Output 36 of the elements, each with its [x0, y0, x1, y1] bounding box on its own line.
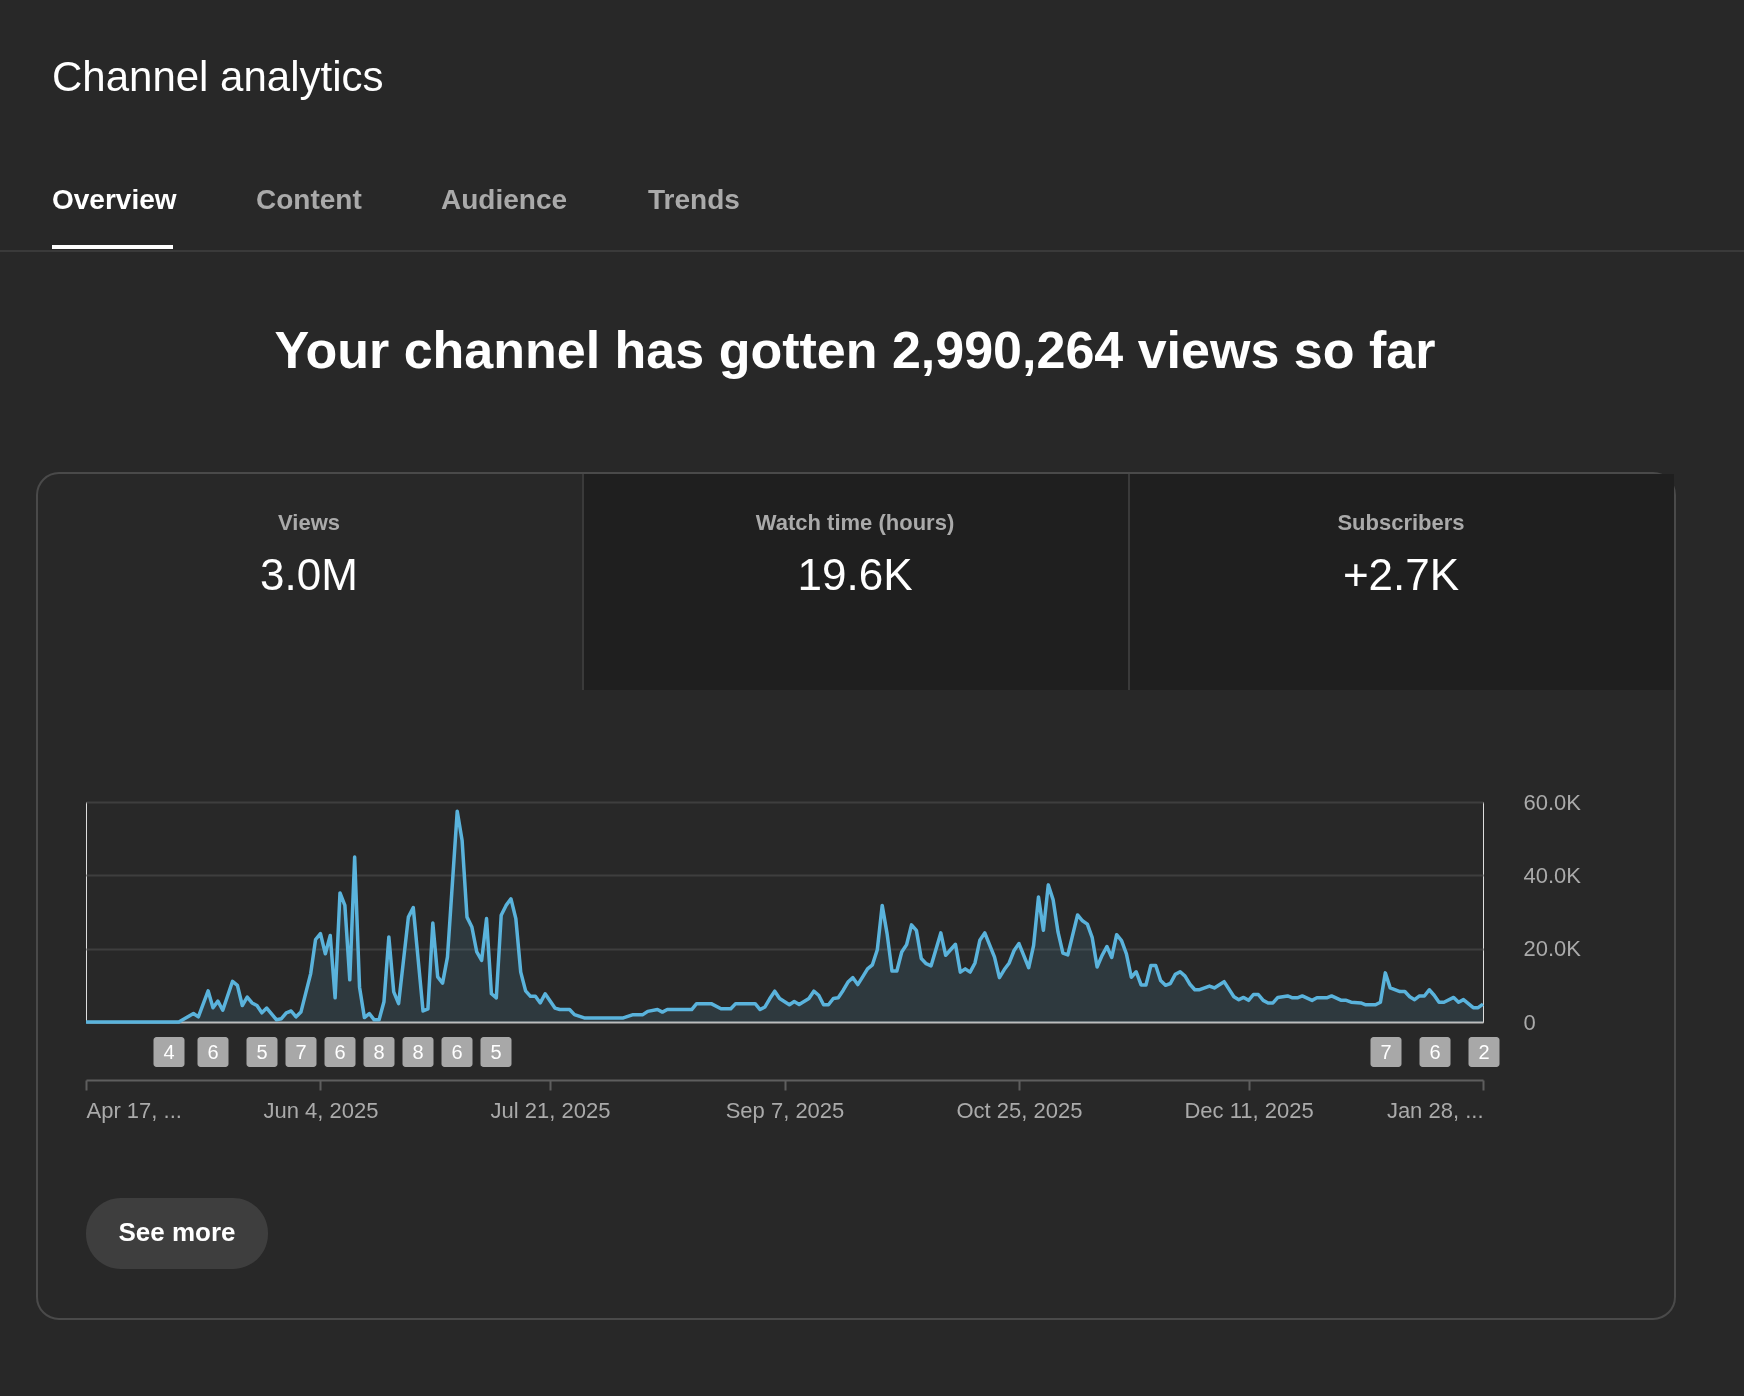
text: 6 — [1429, 1041, 1441, 1063]
y-tick-label: 40.0K — [1523, 862, 1582, 888]
x-tick-label: Dec 11, 2025 — [1184, 1097, 1314, 1123]
text: 2 — [1478, 1041, 1490, 1063]
text: 6 — [451, 1041, 463, 1063]
text: 5 — [490, 1041, 502, 1063]
text: 5 — [256, 1041, 268, 1063]
text: Overview — [52, 184, 177, 215]
text: 8 — [373, 1041, 385, 1063]
text: Audience — [441, 184, 568, 215]
text: 6 — [207, 1041, 219, 1063]
text: Content — [256, 184, 362, 215]
text: 7 — [295, 1041, 307, 1063]
text: 4 — [163, 1041, 175, 1063]
text: Trends — [648, 184, 740, 215]
text: Watch time (hours) — [755, 510, 955, 535]
x-tick-label: Oct 25, 2025 — [956, 1097, 1083, 1123]
text: 3.0M — [260, 550, 358, 599]
x-tick-label: Sep 7, 2025 — [725, 1097, 845, 1123]
x-tick-label: Jan 28, ... — [1386, 1097, 1484, 1123]
y-tick-label: 60.0K — [1523, 789, 1582, 815]
chart-subtitle: Your channel has gotten 2,990,264 views so far — [274, 321, 1436, 379]
text: Subscribers — [1337, 510, 1465, 535]
text: 6 — [334, 1041, 346, 1063]
text: 8 — [412, 1041, 424, 1063]
text: +2.7K — [1342, 550, 1460, 599]
y-tick-label: 20.0K — [1523, 936, 1582, 962]
text: Views — [278, 510, 340, 535]
text: See more — [118, 1217, 236, 1247]
x-tick-label: Jul 21, 2025 — [490, 1097, 611, 1123]
text: 7 — [1380, 1041, 1392, 1063]
chart-title: Channel analytics — [52, 53, 384, 100]
x-tick-label: Jun 4, 2025 — [263, 1097, 379, 1123]
x-tick-label: Apr 17, ... — [86, 1097, 182, 1123]
y-tick-label: 0 — [1523, 1009, 1536, 1035]
text: 19.6K — [797, 550, 913, 599]
